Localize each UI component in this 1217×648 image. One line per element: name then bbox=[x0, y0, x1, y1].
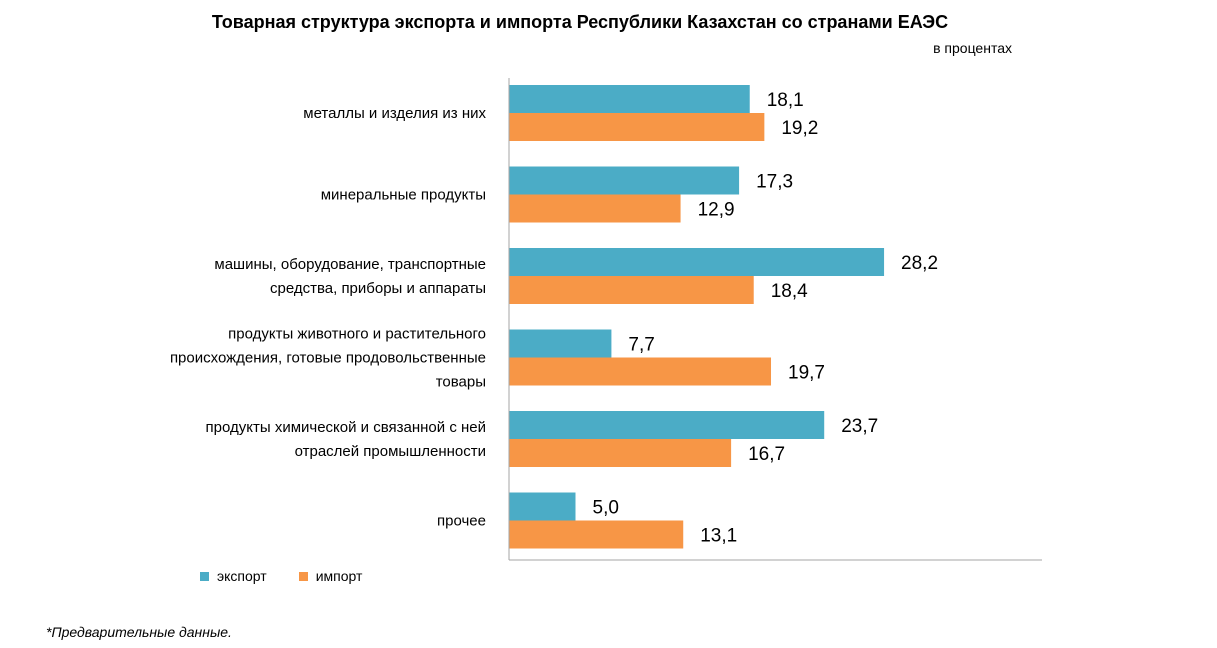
legend: экспорт импорт bbox=[200, 568, 362, 584]
category-label: продукты животного и растительного происх… bbox=[170, 326, 486, 391]
bar-export bbox=[509, 166, 740, 195]
bar-import bbox=[509, 520, 684, 549]
bar-export bbox=[509, 248, 885, 276]
data-label-export: 28,2 bbox=[901, 253, 938, 274]
legend-item-export: экспорт bbox=[200, 568, 267, 584]
data-label-import: 16,7 bbox=[748, 444, 785, 465]
units-label: в процентах bbox=[933, 40, 1012, 56]
chart-title: Товарная структура экспорта и импорта Ре… bbox=[211, 12, 949, 32]
data-label-export: 18,1 bbox=[767, 90, 804, 111]
data-label-import: 13,1 bbox=[700, 526, 737, 547]
legend-swatch-import bbox=[298, 571, 308, 581]
bar-import bbox=[509, 113, 765, 141]
bar-export bbox=[509, 329, 612, 358]
category-label: минеральные продукты bbox=[321, 187, 486, 204]
data-label-export: 5,0 bbox=[593, 498, 619, 519]
data-label-export: 7,7 bbox=[628, 335, 654, 356]
legend-label-import: импорт bbox=[315, 568, 363, 584]
data-label-import: 12,9 bbox=[698, 200, 735, 221]
category-label-line: товары bbox=[436, 374, 486, 391]
legend-item-import: импорт bbox=[298, 568, 363, 584]
category-label-line: минеральные продукты bbox=[321, 187, 486, 204]
data-label-export: 17,3 bbox=[756, 172, 793, 193]
category-label-line: машины, оборудование, транспортные bbox=[214, 256, 486, 273]
footnote: *Предварительные данные. bbox=[46, 624, 232, 640]
bar-import bbox=[509, 194, 681, 223]
bar-export bbox=[509, 85, 750, 113]
legend-swatch-export bbox=[200, 571, 209, 581]
category-label: продукты химической и связанной с ней отр… bbox=[206, 419, 486, 460]
bar-import bbox=[509, 439, 732, 467]
category-label-line: прочее bbox=[437, 513, 486, 530]
category-label-line: средства, приборы и аппараты bbox=[270, 280, 486, 297]
data-label-import: 19,7 bbox=[788, 363, 825, 384]
data-label-import: 19,2 bbox=[781, 118, 818, 139]
category-label: прочее bbox=[437, 513, 486, 530]
data-label-import: 18,4 bbox=[771, 281, 808, 302]
category-label-line: продукты химической и связанной с ней bbox=[206, 419, 486, 436]
category-label-line: продукты животного и растительного bbox=[228, 326, 486, 343]
category-label-line: отраслей промышленности bbox=[295, 443, 486, 460]
category-label: металлы и изделия из них bbox=[303, 105, 486, 122]
bar-import bbox=[509, 357, 772, 386]
category-label: машины, оборудование, транспортные средст… bbox=[214, 256, 486, 297]
bar-import bbox=[509, 276, 754, 304]
bar-export bbox=[509, 411, 825, 439]
legend-label-export: экспорт bbox=[217, 568, 267, 584]
bar-export bbox=[509, 492, 576, 521]
category-label-line: происхождения, готовые продовольственные bbox=[170, 350, 486, 367]
category-label-line: металлы и изделия из них bbox=[303, 105, 486, 122]
data-label-export: 23,7 bbox=[841, 416, 878, 437]
